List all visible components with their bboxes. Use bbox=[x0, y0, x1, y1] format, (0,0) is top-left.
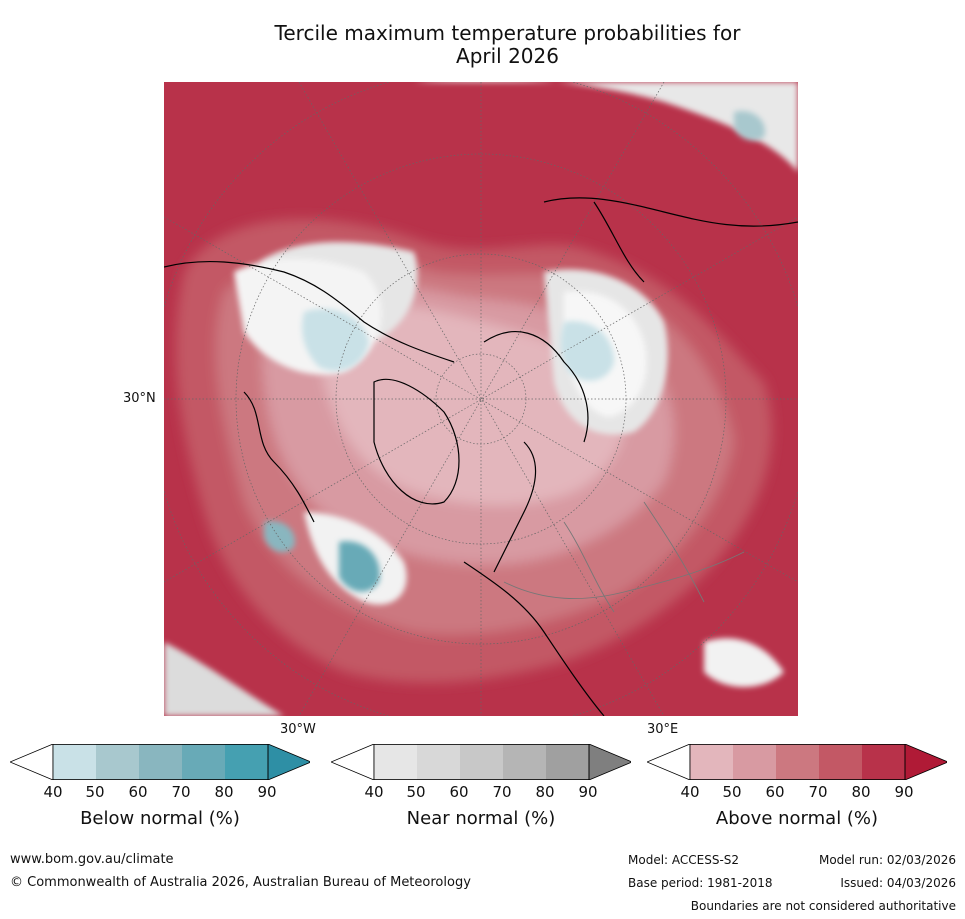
colorbar-segment bbox=[417, 744, 460, 780]
region-below-greenland-sea bbox=[264, 521, 295, 553]
colorbar-near-normal bbox=[331, 744, 631, 780]
ticks-near-normal: 40 50 60 70 80 90 bbox=[331, 783, 631, 803]
colorbar-label-near: Near normal (%) bbox=[406, 808, 556, 829]
title-line-2: April 2026 bbox=[456, 44, 559, 68]
tick-label: 70 bbox=[492, 783, 512, 801]
tick-label: 50 bbox=[406, 783, 426, 801]
tick-label: 50 bbox=[85, 783, 105, 801]
colorbar-extend-low bbox=[647, 744, 691, 780]
colorbar-segment bbox=[460, 744, 503, 780]
graticule bbox=[164, 82, 798, 716]
colorbar-outline bbox=[689, 744, 906, 780]
colorbar-extend-high bbox=[588, 744, 631, 780]
longitude-label-east: 30°E bbox=[647, 722, 679, 737]
colorbar-segment bbox=[374, 744, 417, 780]
region-near-normal-southwest bbox=[164, 642, 284, 716]
issued-date: Issued: 04/03/2026 bbox=[840, 876, 956, 890]
tick-label: 50 bbox=[722, 783, 742, 801]
colorbar-extend-low bbox=[10, 744, 54, 780]
colorbar-segment bbox=[53, 744, 96, 780]
tick-label: 60 bbox=[128, 783, 148, 801]
colorbar-above-normal bbox=[647, 744, 947, 780]
country-borders bbox=[503, 501, 745, 613]
colorbar-segment bbox=[776, 744, 819, 780]
tick-label: 40 bbox=[364, 783, 384, 801]
tick-label: 80 bbox=[214, 783, 234, 801]
colorbar-segment bbox=[139, 744, 182, 780]
copyright-text: © Commonwealth of Australia 2026, Austra… bbox=[10, 875, 471, 890]
region-below-russia bbox=[560, 321, 614, 381]
colorbar-segment bbox=[225, 744, 268, 780]
model-name: Model: ACCESS-S2 bbox=[628, 853, 740, 867]
tick-label: 70 bbox=[808, 783, 828, 801]
region-below-ne bbox=[734, 111, 765, 141]
colorbar-extend-low bbox=[331, 744, 375, 780]
base-period: Base period: 1981-2018 bbox=[628, 876, 773, 890]
model-run: Model run: 02/03/2026 bbox=[818, 853, 956, 867]
region-below-canada bbox=[302, 308, 369, 371]
colorbar-extend-high bbox=[267, 744, 310, 780]
ticks-below-normal: 40 50 60 70 80 90 bbox=[10, 783, 310, 803]
coastlines bbox=[164, 197, 798, 716]
tick-label: 40 bbox=[680, 783, 700, 801]
colorbar-segment bbox=[862, 744, 905, 780]
tick-label: 60 bbox=[765, 783, 785, 801]
longitude-label-west: 30°W bbox=[280, 722, 316, 737]
colorbar-below-normal bbox=[10, 744, 310, 780]
map-title: Tercile maximum temperature probabilitie… bbox=[0, 22, 965, 68]
bom-url-link[interactable]: www.bom.gov.au/climate bbox=[10, 852, 174, 867]
region-white-northwest bbox=[414, 82, 798, 172]
tick-label: 40 bbox=[43, 783, 63, 801]
tick-label: 90 bbox=[578, 783, 598, 801]
colorbar-extend-high bbox=[904, 744, 947, 780]
colorbar-label-below: Below normal (%) bbox=[80, 808, 240, 829]
tick-label: 70 bbox=[171, 783, 191, 801]
probability-map bbox=[164, 82, 798, 716]
boundary-disclaimer: Boundaries are not considered authoritat… bbox=[690, 899, 956, 913]
colorbar-segment bbox=[733, 744, 776, 780]
tick-label: 90 bbox=[894, 783, 914, 801]
region-below-atlantic bbox=[339, 541, 380, 592]
tick-label: 60 bbox=[449, 783, 469, 801]
region-above-40 bbox=[314, 304, 627, 506]
tick-label: 90 bbox=[257, 783, 277, 801]
colorbar-segment bbox=[503, 744, 546, 780]
tick-label: 80 bbox=[851, 783, 871, 801]
latitude-label: 30°N bbox=[123, 391, 156, 406]
colorbar-label-above: Above normal (%) bbox=[715, 808, 879, 829]
colorbar-segment bbox=[182, 744, 225, 780]
region-white-south-east bbox=[704, 638, 784, 687]
colorbar-outline bbox=[52, 744, 269, 780]
colorbar-segment bbox=[690, 744, 733, 780]
colorbar-segment bbox=[96, 744, 139, 780]
tick-label: 80 bbox=[535, 783, 555, 801]
colorbar-outline bbox=[373, 744, 590, 780]
ticks-above-normal: 40 50 60 70 80 90 bbox=[647, 783, 947, 803]
colorbar-segment bbox=[546, 744, 589, 780]
colorbar-segment bbox=[819, 744, 862, 780]
title-line-1: Tercile maximum temperature probabilitie… bbox=[274, 21, 741, 45]
